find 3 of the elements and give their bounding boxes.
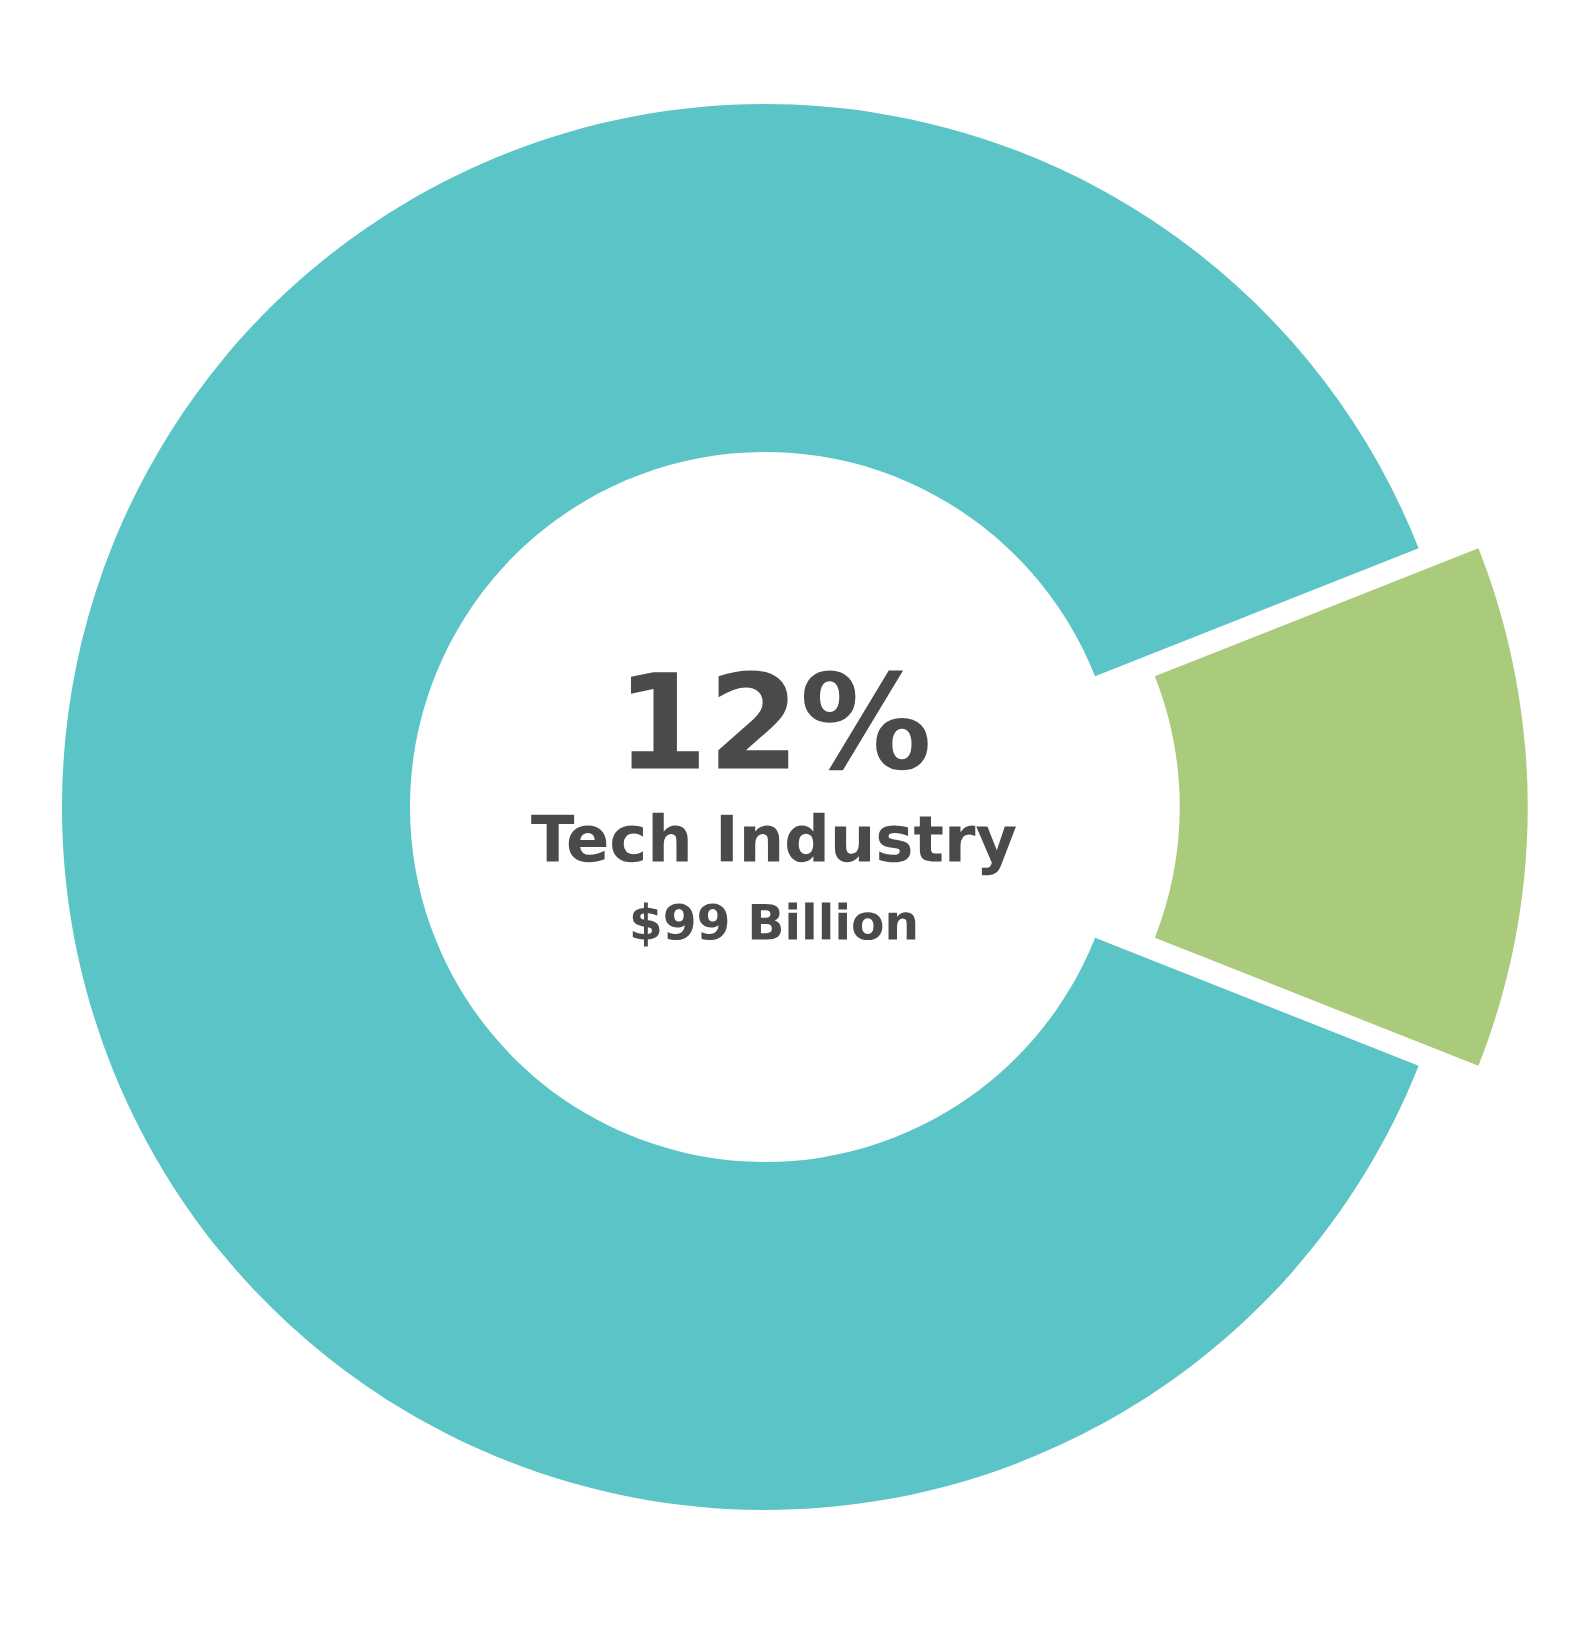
- text: Tech Industry: [531, 812, 1016, 876]
- text: 12%: [630, 670, 928, 771]
- text: $99 Billion: [632, 902, 916, 947]
